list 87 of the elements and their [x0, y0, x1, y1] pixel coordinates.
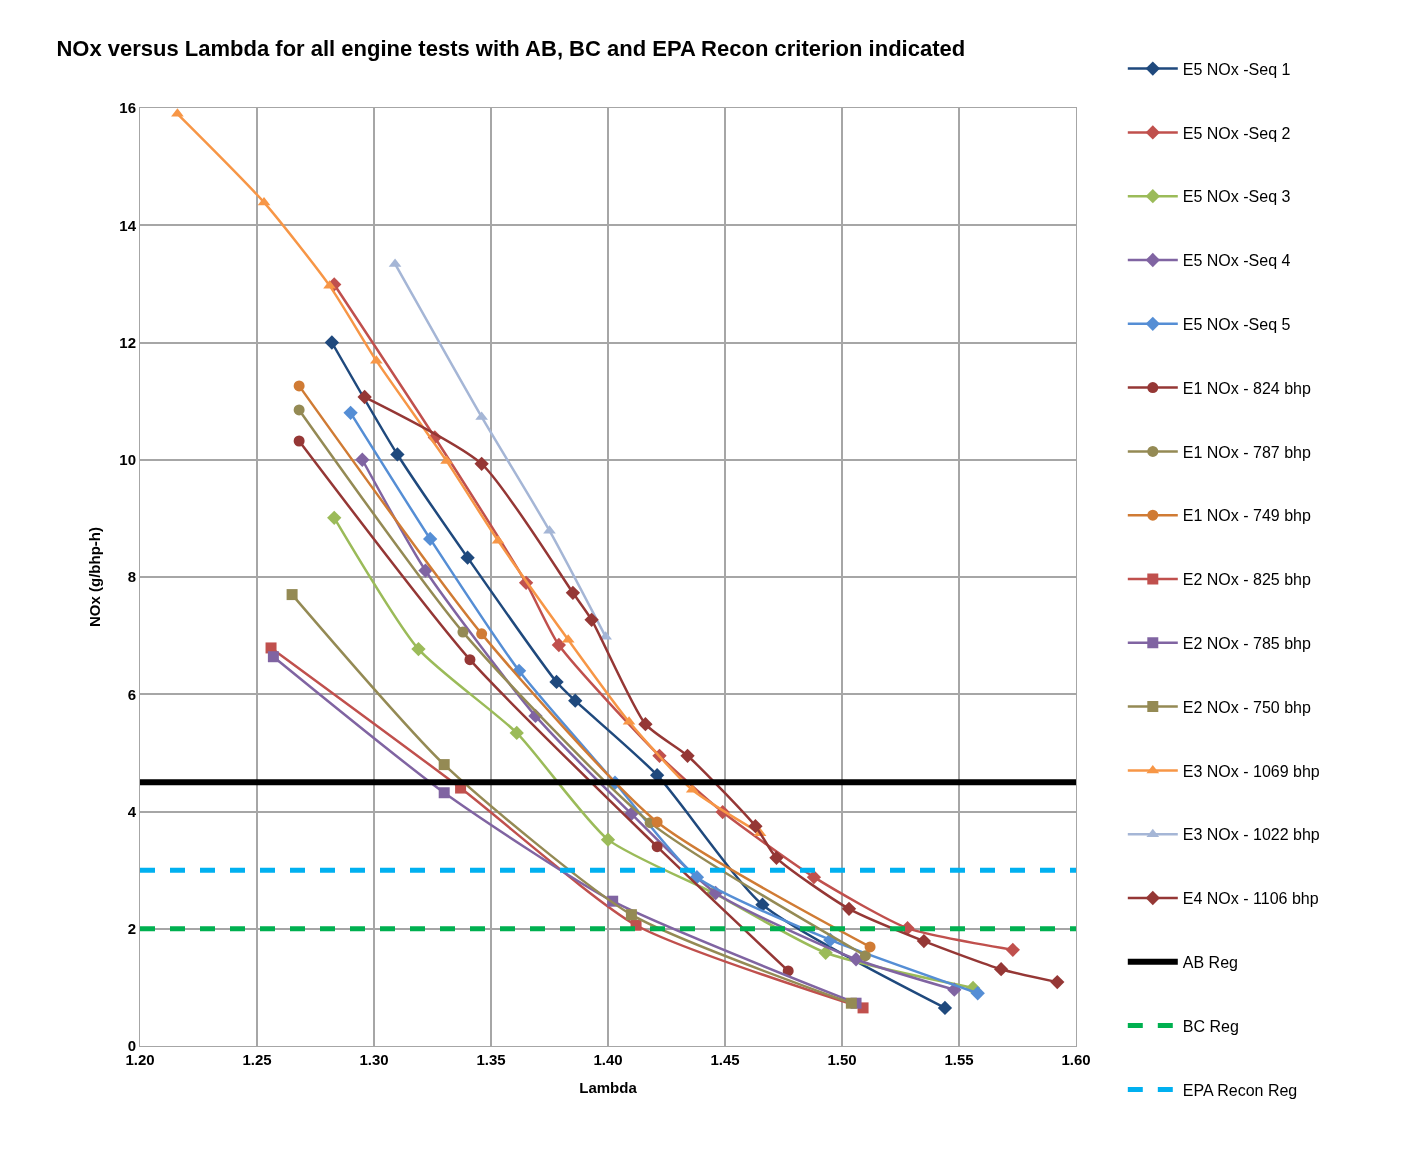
- point: [411, 641, 426, 657]
- x-tick-label: 1.60: [1061, 1051, 1091, 1068]
- point: [460, 550, 475, 565]
- legend-label: E2 NOx - 785 bhp: [1182, 635, 1311, 653]
- point: [324, 335, 340, 350]
- y-tick-label: 4: [127, 802, 137, 820]
- point: [423, 531, 438, 547]
- point: [1005, 942, 1020, 958]
- legend-label: E3 NOx - 1022 bhp: [1182, 826, 1320, 844]
- point: [755, 897, 770, 912]
- point: [509, 725, 524, 741]
- point: [680, 748, 695, 763]
- point: [841, 901, 857, 916]
- y-tick-label: 8: [127, 568, 136, 586]
- point: [993, 962, 1009, 977]
- y-tick-label: 2: [127, 920, 136, 937]
- point: [806, 870, 822, 885]
- point: [327, 510, 342, 525]
- x-axis-title: Lambda: [579, 1079, 638, 1096]
- point: [343, 405, 358, 420]
- legend-label: E2 NOx - 750 bhp: [1182, 698, 1311, 716]
- legend-label: E5 NOx -Seq 2: [1182, 124, 1291, 142]
- point: [286, 589, 298, 601]
- legend-label: E2 NOx - 825 bhp: [1182, 571, 1311, 589]
- point: [474, 456, 489, 471]
- y-tick-label: 10: [119, 451, 136, 468]
- point: [916, 933, 932, 949]
- legend-label: E5 NOx -Seq 4: [1182, 252, 1291, 270]
- legend-label: AB Reg: [1182, 954, 1238, 972]
- point: [937, 1000, 953, 1016]
- point: [600, 832, 616, 847]
- point: [859, 950, 871, 962]
- x-tick-label: 1.30: [359, 1051, 389, 1068]
- point: [845, 997, 857, 1009]
- point: [476, 628, 488, 640]
- chart-title: NOx versus Lambda for all engine tests with AB, BC and EPA Recon criterion indicated: [56, 36, 966, 62]
- point: [565, 585, 581, 600]
- legend-label: E4 NOx - 1106 bhp: [1182, 890, 1319, 908]
- point: [818, 945, 833, 960]
- point: [438, 759, 450, 771]
- x-tick-label: 1.35: [476, 1051, 506, 1068]
- y-axis-title: NOx (g/bhp-h): [85, 527, 103, 627]
- legend-label: E3 NOx - 1069 bhp: [1182, 762, 1320, 780]
- y-tick-label: 16: [119, 99, 136, 117]
- point: [689, 870, 705, 885]
- x-tick-label: 1.40: [593, 1051, 623, 1068]
- point: [638, 717, 653, 732]
- point: [293, 435, 305, 447]
- point: [293, 404, 305, 416]
- point: [355, 452, 370, 467]
- legend-label: E1 NOx - 824 bhp: [1182, 379, 1311, 397]
- y-tick-label: 12: [119, 333, 136, 351]
- point: [651, 841, 663, 853]
- x-tick-label: 1.25: [242, 1051, 272, 1068]
- x-tick-label: 1.55: [944, 1051, 974, 1068]
- point: [267, 651, 279, 663]
- point: [418, 563, 433, 578]
- point: [748, 819, 763, 834]
- point: [390, 447, 405, 462]
- point: [549, 674, 564, 690]
- point: [438, 787, 450, 799]
- point: [357, 389, 372, 405]
- point: [769, 850, 784, 865]
- legend-label: BC Reg: [1182, 1017, 1239, 1035]
- point: [970, 986, 985, 1001]
- point: [568, 693, 583, 708]
- point: [464, 654, 476, 666]
- point: [864, 941, 876, 953]
- x-tick-label: 1.45: [710, 1051, 740, 1068]
- point: [651, 816, 663, 828]
- legend-label: E5 NOx -Seq 3: [1182, 188, 1291, 206]
- legend-label: E5 NOx -Seq 5: [1182, 316, 1291, 334]
- point: [625, 909, 637, 921]
- point: [457, 626, 469, 638]
- point: [584, 612, 599, 627]
- x-tick-label: 1.50: [827, 1051, 857, 1068]
- point: [1050, 974, 1065, 990]
- point: [257, 196, 271, 206]
- y-tick-label: 14: [119, 216, 137, 234]
- legend-label: EPA Recon Reg: [1182, 1081, 1298, 1099]
- legend-label: E1 NOx - 749 bhp: [1182, 507, 1311, 525]
- point: [551, 637, 567, 653]
- legend-label: E5 NOx -Seq 1: [1182, 60, 1291, 78]
- point: [848, 952, 864, 967]
- y-tick-label: 6: [127, 685, 136, 703]
- legend-label: E1 NOx - 787 bhp: [1182, 443, 1311, 461]
- point: [293, 380, 305, 392]
